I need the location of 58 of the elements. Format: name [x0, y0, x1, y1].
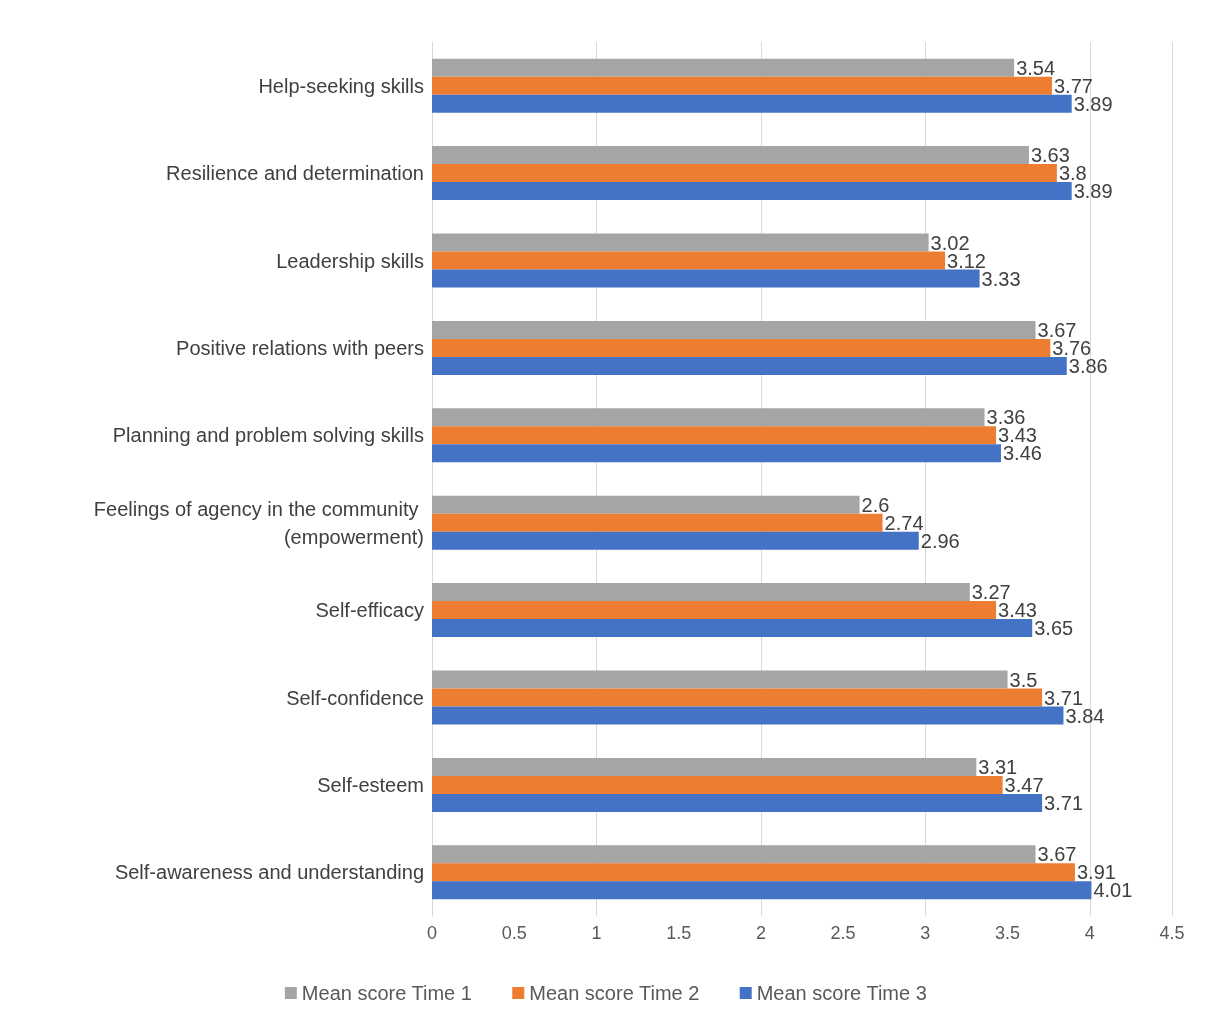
y-tick-label: Self-efficacy: [315, 599, 424, 622]
bar: [432, 76, 1052, 95]
bar: [432, 444, 1001, 463]
y-tick-label: Self-awareness and understanding: [114, 861, 424, 884]
data-label: 3.65: [1034, 617, 1074, 640]
bar: [432, 338, 1051, 357]
bar: [432, 251, 946, 270]
y-tick-label: Feelings of agency in the community (empowerment): [93, 497, 424, 548]
bar: [432, 513, 883, 532]
bar: [432, 146, 1029, 165]
bar: [432, 863, 1075, 882]
data-label: 3.71: [1044, 791, 1084, 814]
x-tick-label: 1: [591, 923, 602, 943]
x-tick-label: 2.5: [830, 923, 856, 943]
bar: [432, 182, 1072, 201]
bar: [432, 793, 1043, 812]
bar: [432, 426, 997, 445]
data-label: 3.67: [1037, 843, 1077, 866]
bar: [432, 356, 1067, 375]
bar: [432, 320, 1036, 339]
bar: [432, 58, 1015, 77]
data-label: 3.5: [1009, 668, 1038, 691]
x-tick-label: 1.5: [666, 923, 692, 943]
y-tick-label: Leadership skills: [276, 249, 424, 272]
bar: [432, 706, 1064, 725]
legend-label: Mean score Time 1: [301, 982, 472, 1004]
legend-label: Mean score Time 2: [529, 982, 700, 1004]
x-tick-label: 2: [755, 923, 766, 943]
x-tick-label: 3: [920, 923, 931, 943]
bar: [432, 495, 860, 514]
y-tick-label: Resilience and determination: [166, 162, 424, 185]
bar: [432, 408, 985, 427]
y-tick-label: Self-confidence: [286, 686, 424, 709]
x-tick-label: 0.5: [501, 923, 527, 943]
y-tick-label: Planning and problem solving skills: [112, 424, 424, 447]
bar: [432, 757, 977, 776]
legend-label: Mean score Time 3: [756, 982, 927, 1004]
bar: [432, 233, 929, 252]
bar: [432, 619, 1033, 638]
bar: [432, 531, 919, 550]
bar: [432, 601, 997, 620]
y-tick-label: Positive relations with peers: [176, 336, 424, 359]
bar: [432, 269, 980, 288]
bar: [432, 688, 1043, 707]
x-tick-label: 3.5: [995, 923, 1021, 943]
bar: [432, 845, 1036, 864]
y-tick-label: Help-seeking skills: [258, 74, 424, 97]
bar: [432, 775, 1003, 794]
y-tick-label: Self-esteem: [317, 773, 424, 796]
bar: [432, 164, 1057, 183]
bar: [432, 670, 1008, 689]
x-tick-label: 4.5: [1159, 923, 1185, 943]
bar: [432, 881, 1092, 900]
data-label: 3.54: [1016, 56, 1056, 79]
bar: [432, 94, 1072, 113]
bar: [432, 583, 970, 602]
x-tick-label: 0: [426, 923, 438, 943]
x-tick-label: 4: [1084, 923, 1095, 943]
